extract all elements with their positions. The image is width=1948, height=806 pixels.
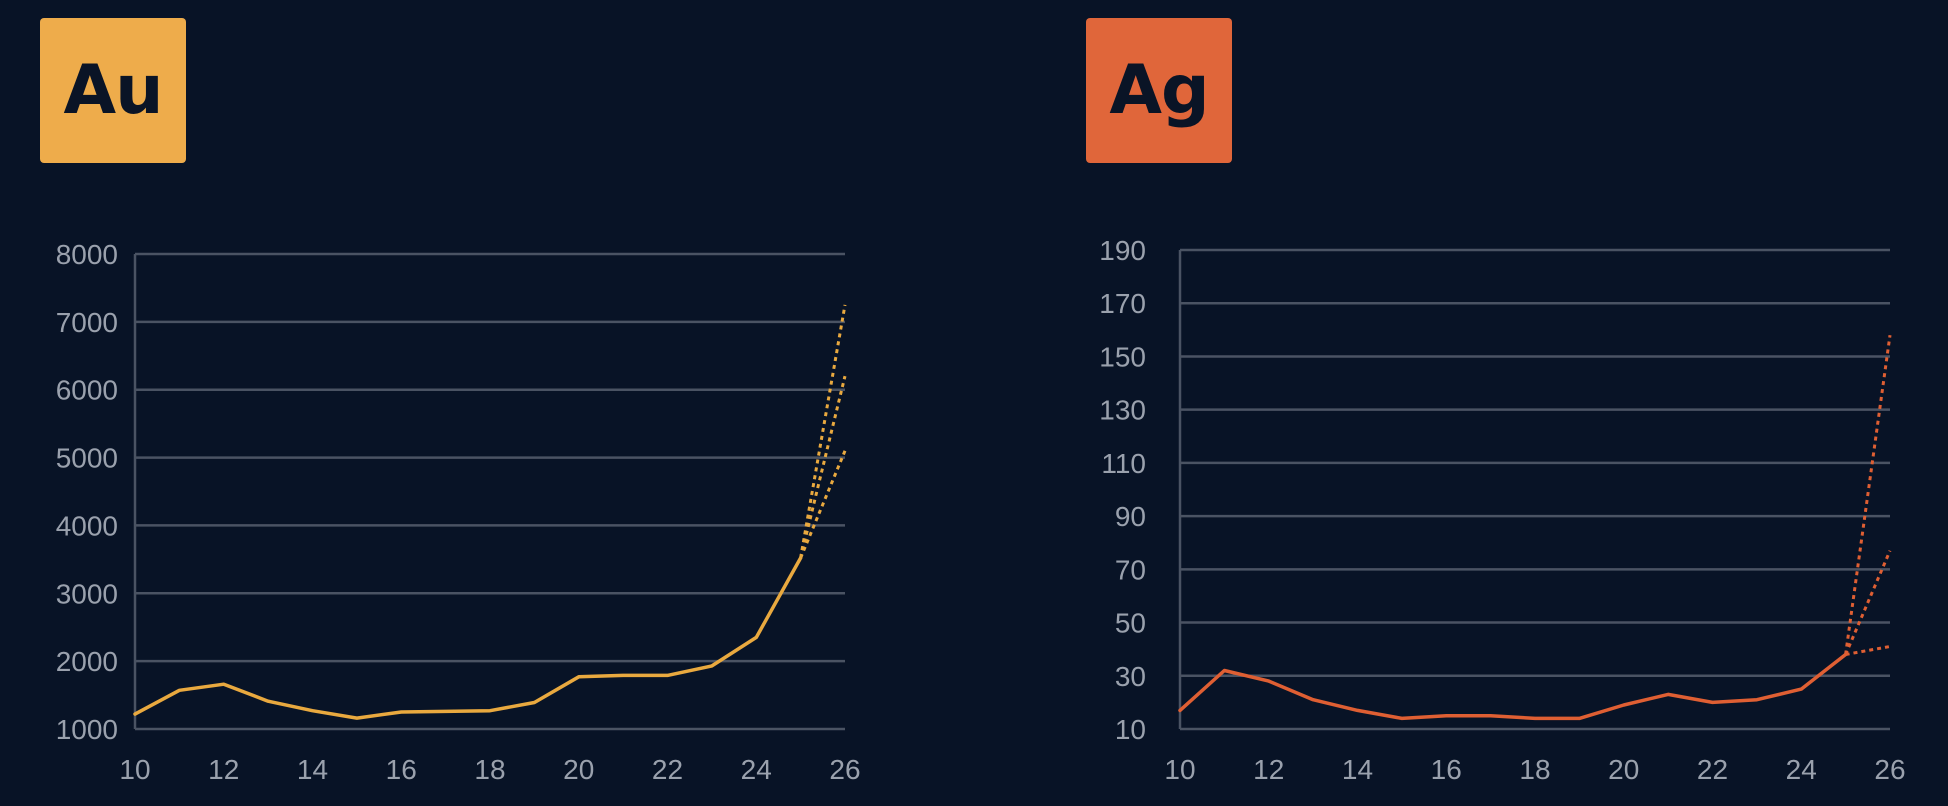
- silver-y-tick-label: 190: [1099, 235, 1146, 266]
- gold-y-tick-label: 1000: [56, 714, 118, 745]
- gold-y-tick-label: 8000: [56, 239, 118, 270]
- silver-projection-line: [1844, 334, 1892, 655]
- gold-x-tick-label: 24: [741, 754, 772, 785]
- silver-x-tick-label: 24: [1786, 754, 1817, 785]
- gold-x-tick-label: 26: [829, 754, 860, 785]
- silver-x-tick-label: 18: [1519, 754, 1550, 785]
- gold-projection-line: [799, 304, 847, 559]
- silver-y-tick-label: 170: [1099, 288, 1146, 319]
- silver-x-tick-label: 22: [1697, 754, 1728, 785]
- gold-y-tick-label: 7000: [56, 307, 118, 338]
- silver-symbol-badge: Ag: [1086, 18, 1232, 163]
- silver-y-tick-label: 50: [1115, 608, 1146, 639]
- gold-price-line: [133, 556, 803, 720]
- silver-x-tick-label: 20: [1608, 754, 1639, 785]
- silver-chart-panel: Ag 10 30 50 70 90 110 130 150 170 190 10 12 14 16 18 20…: [974, 0, 1948, 806]
- silver-y-tick-label: 30: [1115, 661, 1146, 692]
- gold-symbol-badge: Au: [40, 18, 186, 163]
- gold-price-chart: 1000 2000 3000 4000 5000 6000 7000 8000 10 12 14 16…: [56, 239, 861, 785]
- silver-x-tick-label: 12: [1253, 754, 1284, 785]
- silver-y-tick-label: 90: [1115, 501, 1146, 532]
- gold-y-tick-label: 4000: [56, 510, 118, 541]
- silver-x-tick-label: 10: [1164, 754, 1195, 785]
- gold-y-tick-label: 3000: [56, 578, 118, 609]
- silver-y-tick-label: 70: [1115, 554, 1146, 585]
- gold-x-tick-label: 18: [474, 754, 505, 785]
- gold-projection-line: [799, 450, 847, 559]
- silver-y-tick-label: 150: [1099, 341, 1146, 372]
- gold-y-tick-label: 5000: [56, 443, 118, 474]
- gold-y-tick-label: 2000: [56, 646, 118, 677]
- gold-x-tick-label: 10: [119, 754, 150, 785]
- silver-x-tick-label: 14: [1342, 754, 1373, 785]
- silver-price-line: [1178, 652, 1848, 721]
- gold-x-tick-label: 20: [563, 754, 594, 785]
- gold-x-tick-label: 12: [208, 754, 239, 785]
- gold-x-tick-label: 16: [386, 754, 417, 785]
- gold-x-tick-label: 22: [652, 754, 683, 785]
- silver-x-tick-label: 16: [1431, 754, 1462, 785]
- silver-projection-line: [1845, 645, 1891, 656]
- silver-y-tick-label: 130: [1099, 395, 1146, 426]
- gold-chart-panel: Au 1000 2000 3000 4000 5000 6000 7000 8000 10 12 1…: [40, 18, 861, 785]
- silver-price-chart: 10 30 50 70 90 110 130 150 170 190 10 12 14 16 18 20 22 2…: [1099, 235, 1905, 785]
- silver-y-tick-label: 110: [1101, 448, 1146, 479]
- silver-projection-line: [1844, 550, 1892, 656]
- silver-y-tick-label: 10: [1115, 714, 1146, 745]
- gold-y-tick-label: 6000: [56, 375, 118, 406]
- silver-x-tick-label: 26: [1874, 754, 1905, 785]
- gold-x-tick-label: 14: [297, 754, 328, 785]
